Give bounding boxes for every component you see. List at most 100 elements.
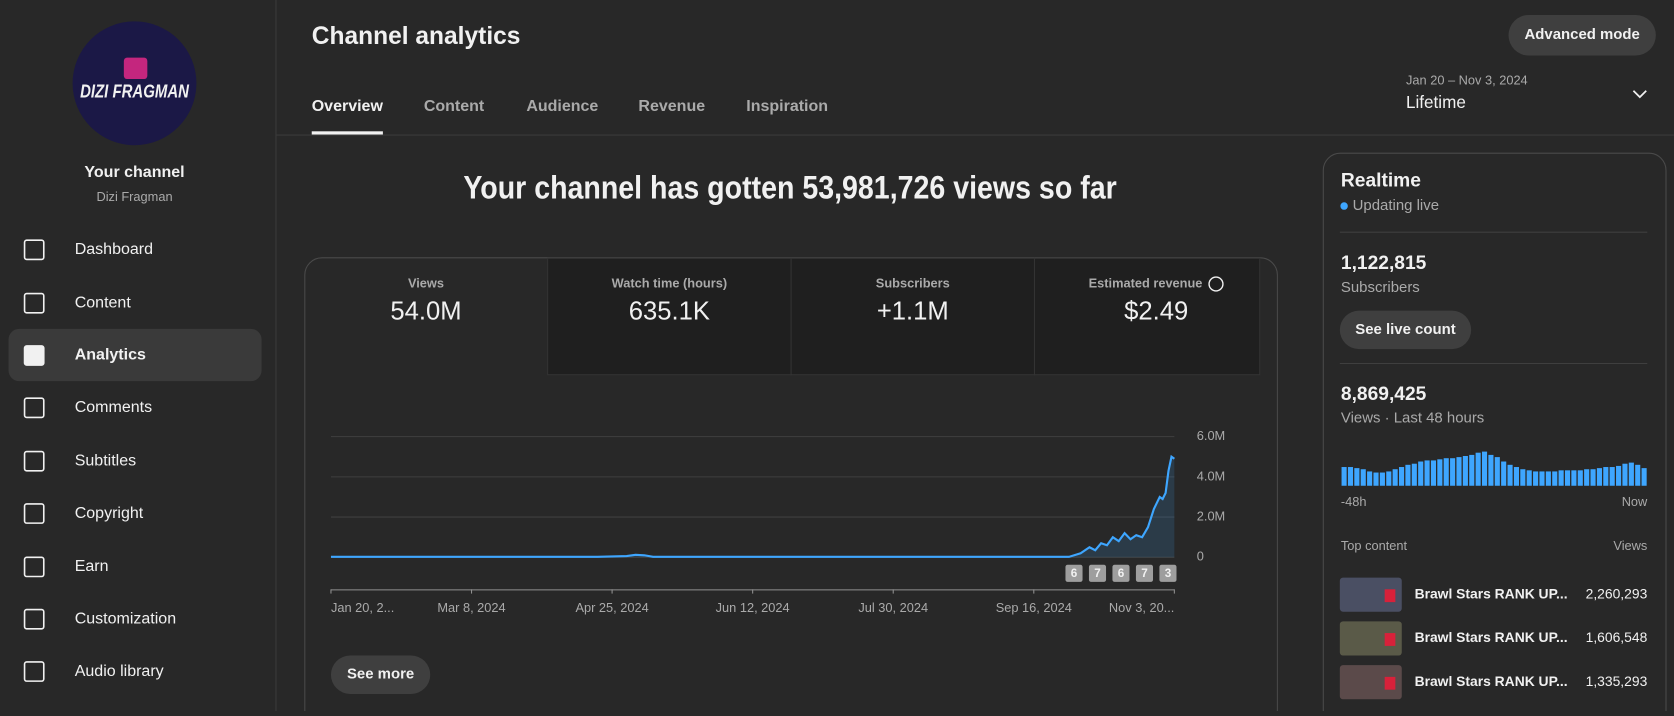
channel-label: Your channel — [84, 164, 184, 181]
thumbnail[interactable] — [1339, 665, 1402, 700]
nav-active-bg — [8, 328, 262, 382]
top-content-title[interactable]: Brawl Stars RANK UP... — [1415, 629, 1568, 645]
nav-icon — [23, 239, 45, 261]
metric-label[interactable]: Subscribers — [876, 275, 950, 290]
video-marker[interactable] — [1112, 564, 1130, 582]
video-marker-count[interactable]: 7 — [1094, 567, 1101, 580]
bar — [1539, 471, 1545, 486]
channel-name: Dizi Fragman — [96, 189, 172, 204]
thumbnail-badge — [1384, 589, 1396, 603]
metric-tab-bg[interactable] — [790, 257, 1036, 376]
metric-label[interactable]: Estimated revenue — [1089, 275, 1203, 290]
bar — [1379, 472, 1385, 486]
bar — [1469, 454, 1475, 486]
advanced-mode-label[interactable]: Advanced mode — [1524, 26, 1639, 43]
video-marker-count[interactable]: 6 — [1071, 567, 1078, 580]
bar — [1609, 467, 1615, 486]
bar — [1456, 457, 1462, 486]
nav-icon — [23, 345, 45, 366]
bar — [1360, 469, 1366, 486]
realtime-card — [1322, 152, 1667, 716]
bar — [1596, 468, 1602, 486]
bar — [1590, 469, 1596, 486]
thumbnail[interactable] — [1339, 577, 1402, 612]
see-more-button[interactable] — [330, 655, 431, 694]
views-column-label: Views — [1613, 538, 1647, 553]
bar — [1622, 463, 1628, 486]
nav-item[interactable]: Content — [75, 294, 132, 311]
bar — [1411, 463, 1417, 486]
video-marker-count[interactable]: 7 — [1141, 567, 1148, 580]
video-marker-count[interactable]: 6 — [1118, 567, 1125, 580]
metric-value[interactable]: +1.1M — [877, 298, 949, 326]
realtime-subscribers: 1,122,815 — [1341, 253, 1427, 274]
period[interactable]: Lifetime — [1406, 93, 1466, 112]
nav-item[interactable]: Subtitles — [75, 452, 136, 469]
bar — [1347, 467, 1354, 486]
bar — [1386, 471, 1392, 486]
video-marker[interactable] — [1088, 564, 1107, 582]
tab[interactable]: Overview — [312, 98, 384, 115]
live-count-label[interactable]: See live count — [1355, 321, 1455, 338]
advanced-mode-button[interactable] — [1508, 14, 1656, 56]
bar — [1628, 462, 1634, 486]
metric-label[interactable]: Watch time (hours) — [612, 275, 727, 290]
video-marker[interactable] — [1159, 564, 1177, 582]
bar — [1398, 467, 1405, 486]
date-range: Jan 20 – Nov 3, 2024 — [1406, 73, 1528, 88]
nav-item[interactable]: Analytics — [75, 347, 146, 364]
dropdown-chevron[interactable] — [1632, 90, 1647, 99]
nav-item[interactable]: Copyright — [75, 505, 144, 522]
top-content-title[interactable]: Brawl Stars RANK UP... — [1415, 585, 1568, 601]
thumbnail[interactable] — [1339, 621, 1402, 656]
top-content-views: 1,335,293 — [1586, 673, 1648, 689]
video-marker[interactable] — [1135, 564, 1154, 582]
tab[interactable]: Revenue — [638, 98, 705, 115]
bar — [1616, 465, 1622, 486]
x-tick-label: Now — [1622, 494, 1648, 509]
video-marker[interactable] — [1065, 564, 1083, 582]
bar — [1558, 470, 1564, 486]
see-more-label[interactable]: See more — [347, 666, 414, 683]
x-tick-label: Nov 3, 20... — [1109, 600, 1174, 615]
tab[interactable]: Content — [424, 98, 485, 115]
x-tick-label: Mar 8, 2024 — [437, 600, 505, 615]
nav-item[interactable]: Audio library — [75, 663, 164, 680]
nav-item[interactable]: Earn — [75, 558, 109, 575]
bar — [1437, 459, 1443, 486]
realtime-title: Realtime — [1341, 171, 1421, 192]
nav-item[interactable]: Customization — [75, 610, 176, 627]
bar — [1341, 467, 1347, 486]
bar — [1501, 461, 1507, 486]
metric-tab-bg[interactable] — [1033, 257, 1261, 376]
subscribers-label: Subscribers — [1341, 279, 1420, 296]
bar — [1430, 460, 1437, 486]
bar — [1584, 469, 1590, 486]
bar — [1635, 464, 1641, 486]
bar — [1481, 451, 1488, 486]
metric-value[interactable]: 54.0M — [390, 298, 461, 326]
video-marker-count[interactable]: 3 — [1165, 567, 1172, 580]
bar — [1526, 470, 1532, 486]
tab-underline — [311, 131, 383, 135]
bar — [1513, 467, 1519, 486]
nav-item[interactable]: Dashboard — [75, 241, 153, 258]
bar — [1392, 469, 1398, 486]
y-tick-label: 4.0M — [1197, 468, 1225, 483]
bar — [1462, 456, 1468, 486]
realtime-views: 8,869,425 — [1341, 384, 1427, 405]
live-count-button[interactable] — [1339, 310, 1472, 350]
metric-value[interactable]: 635.1K — [629, 298, 710, 326]
metric-value[interactable]: $2.49 — [1124, 298, 1188, 326]
nav-item[interactable]: Comments — [75, 399, 152, 416]
tab[interactable]: Inspiration — [746, 98, 828, 115]
y-tick-label: 2.0M — [1197, 508, 1225, 523]
x-tick-label: -48h — [1341, 494, 1367, 509]
top-content-label: Top content — [1341, 538, 1408, 553]
top-content-title[interactable]: Brawl Stars RANK UP... — [1415, 673, 1568, 689]
tab[interactable]: Audience — [526, 98, 598, 115]
bar — [1494, 457, 1500, 486]
bar — [1520, 469, 1526, 486]
metric-label[interactable]: Views — [408, 275, 444, 290]
